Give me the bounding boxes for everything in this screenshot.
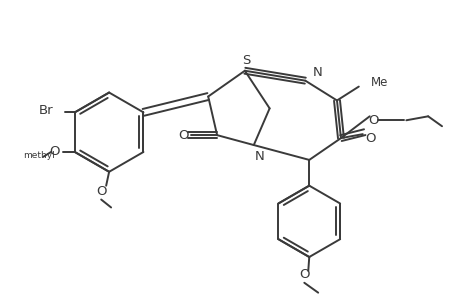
Text: S: S bbox=[241, 54, 250, 67]
Text: methyl: methyl bbox=[23, 152, 55, 160]
Text: N: N bbox=[254, 150, 264, 164]
Text: O: O bbox=[298, 268, 309, 281]
Text: O: O bbox=[96, 185, 106, 198]
Text: O: O bbox=[178, 129, 188, 142]
Text: O: O bbox=[50, 146, 60, 158]
Text: O: O bbox=[368, 114, 378, 127]
Text: Me: Me bbox=[370, 76, 387, 89]
Text: O: O bbox=[364, 132, 375, 145]
Text: Br: Br bbox=[38, 104, 53, 117]
Text: N: N bbox=[312, 66, 321, 79]
